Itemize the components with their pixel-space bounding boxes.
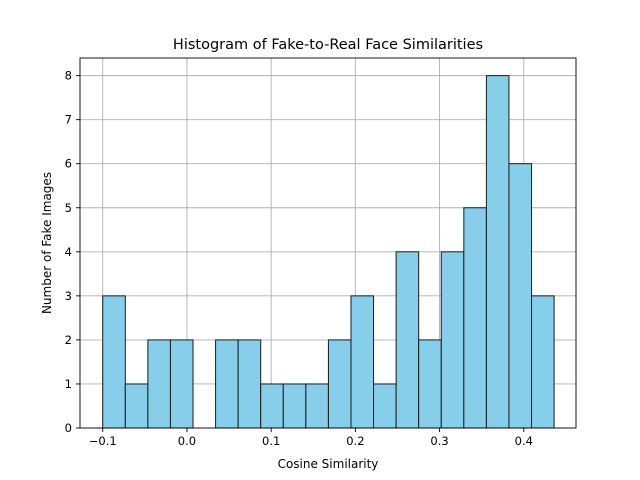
x-axis-label: Cosine Similarity — [278, 457, 379, 471]
histogram-bar-12 — [373, 383, 397, 429]
y-tick-label-8: 8 — [65, 69, 72, 83]
y-tick-label-3: 3 — [65, 289, 72, 303]
histogram-bar-1 — [124, 383, 149, 429]
histogram-bar-7 — [260, 383, 284, 429]
x-tick-label-1: 0.0 — [178, 434, 196, 448]
chart-title: Histogram of Fake-to-Real Face Similarit… — [173, 37, 483, 53]
histogram-bar-10 — [327, 339, 352, 429]
y-tick-label-6: 6 — [65, 157, 72, 171]
histogram-bar-8 — [282, 383, 307, 429]
y-tick-label-5: 5 — [65, 201, 72, 215]
histogram-bar-2 — [147, 339, 171, 429]
x-tick-label-5: 0.4 — [515, 434, 533, 448]
x-tick-label-0: −0.1 — [89, 434, 117, 448]
histogram-bar-18 — [508, 163, 533, 429]
plot-frame — [79, 57, 577, 429]
y-tick-label-0: 0 — [65, 421, 72, 435]
histogram-bars — [102, 75, 555, 429]
y-tick-label-4: 4 — [65, 245, 72, 259]
histogram-bar-15 — [440, 251, 465, 429]
y-tick-label-2: 2 — [65, 333, 72, 347]
histogram-bar-0 — [102, 295, 126, 429]
x-tick-label-2: 0.1 — [262, 434, 280, 448]
histogram-bar-5 — [215, 339, 239, 429]
axis-ticks: −0.1 0.0 0.1 0.2 0.3 0.4 0 1 2 3 4 5 6 7 8 — [65, 69, 533, 448]
histogram-bar-13 — [395, 251, 420, 429]
histogram-bar-19 — [531, 295, 555, 429]
y-tick-label-1: 1 — [65, 377, 72, 391]
y-axis-label: Number of Fake Images — [40, 172, 54, 314]
histogram-bar-17 — [485, 75, 510, 429]
x-tick-label-3: 0.2 — [346, 434, 364, 448]
histogram-bar-14 — [418, 339, 442, 429]
histogram-bar-3 — [169, 339, 194, 429]
histogram-bar-11 — [350, 295, 375, 429]
y-tick-label-7: 7 — [65, 113, 72, 127]
histogram-bar-16 — [463, 207, 487, 429]
histogram-bar-9 — [305, 383, 329, 429]
x-tick-label-4: 0.3 — [430, 434, 448, 448]
histogram-bar-6 — [237, 339, 262, 429]
